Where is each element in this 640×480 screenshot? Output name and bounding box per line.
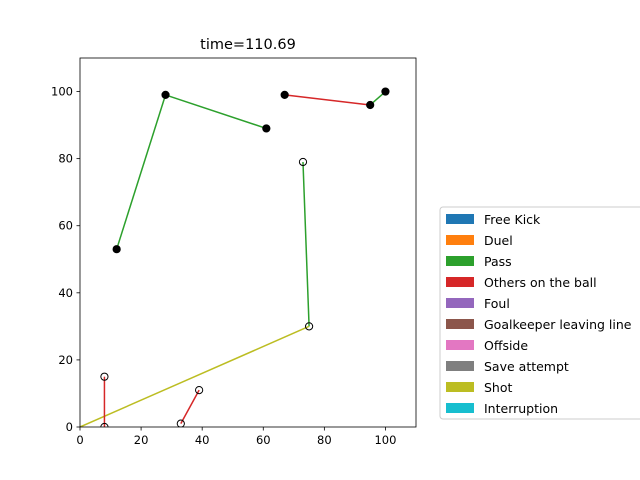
legend-box	[439, 206, 640, 420]
x-tick-label-1: 20	[134, 433, 149, 447]
player-point-4	[366, 100, 375, 110]
event-segment-4	[302, 161, 310, 327]
player-point-5	[381, 87, 390, 96]
legend-label-1: Duel	[484, 233, 513, 248]
legend-swatch-3	[446, 277, 474, 287]
legend-swatch-8	[446, 382, 474, 392]
event-segment-2	[284, 94, 371, 106]
legend-swatch-2	[446, 256, 474, 266]
legend-swatch-1	[446, 235, 474, 245]
y-tick-label-5: 100	[51, 85, 73, 99]
legend-label-2: Pass	[484, 254, 512, 269]
legend-swatch-9	[446, 403, 474, 413]
player-point-7	[304, 322, 314, 331]
legend-swatch-4	[446, 298, 474, 308]
y-tick-label-1: 20	[58, 353, 73, 367]
legend-label-5: Goalkeeper leaving line	[484, 317, 632, 332]
legend-label-4: Foul	[484, 296, 510, 311]
player-point-1	[161, 90, 170, 100]
plot-area	[80, 87, 390, 427]
legend-label-3: Others on the ball	[484, 275, 597, 290]
y-tick-label-0: 0	[66, 420, 73, 434]
x-tick-label-2: 40	[195, 433, 210, 447]
x-tick-label-4: 80	[317, 433, 332, 447]
legend: Free Kick Duel Pass Others on the ball Foul G…	[439, 206, 640, 420]
legend-label-6: Offside	[484, 338, 528, 353]
axes-frame	[79, 57, 417, 428]
x-tick-label-3: 60	[256, 433, 271, 447]
x-tick-label-5: 100	[374, 433, 396, 447]
event-segment-0	[115, 94, 167, 250]
y-tick-label-4: 80	[58, 152, 73, 166]
player-point-0	[112, 245, 121, 254]
player-point-8	[100, 372, 109, 381]
event-segment-5	[80, 325, 310, 427]
y-tick-label-2: 40	[58, 286, 73, 300]
event-segment-7	[180, 389, 200, 425]
player-point-11	[195, 386, 204, 395]
legend-label-7: Save attempt	[484, 359, 569, 374]
player-point-6	[298, 157, 308, 167]
player-point-2	[262, 124, 271, 133]
player-point-3	[280, 90, 289, 100]
legend-label-0: Free Kick	[484, 212, 541, 227]
legend-label-8: Shot	[484, 380, 513, 395]
legend-label-9: Interruption	[484, 401, 558, 416]
event-segment-1	[165, 94, 267, 130]
legend-swatch-7	[446, 361, 474, 371]
axes: 0 20 40 60 80 100 0 20 40 60 80 100	[51, 57, 417, 447]
player-point-10	[176, 419, 185, 427]
legend-swatch-5	[446, 319, 474, 329]
x-tick-label-0: 0	[76, 433, 83, 447]
chart-title: time=110.69	[200, 37, 296, 53]
legend-swatch-6	[446, 340, 474, 350]
y-tick-label-3: 60	[58, 219, 73, 233]
legend-swatch-0	[446, 214, 474, 224]
